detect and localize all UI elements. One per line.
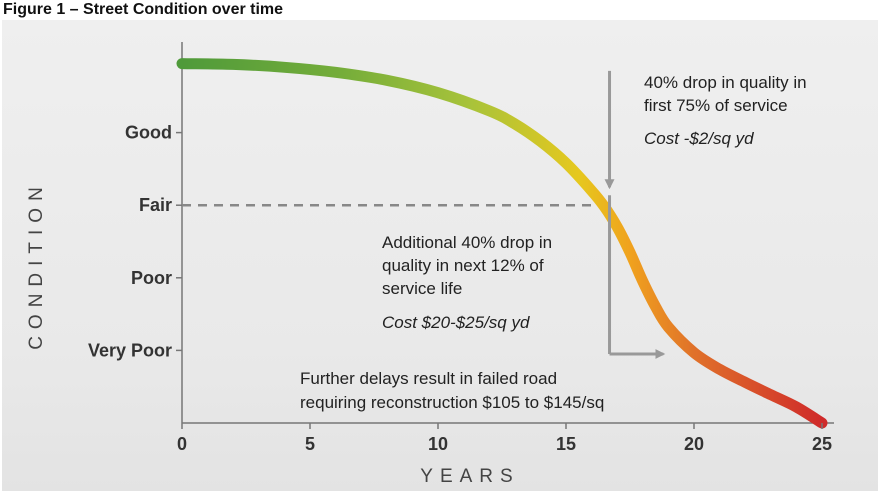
y-tick-label: Good (125, 123, 172, 143)
condition-chart: Very Poor Poor Fair Good 0 5 10 15 20 25 YEARS C… (26, 42, 834, 487)
x-tick-label: 0 (177, 434, 187, 454)
figure-title: Figure 1 – Street Condition over time (3, 1, 284, 18)
y-axis-title: CONDITION (26, 180, 47, 350)
axes (181, 42, 834, 424)
y-ticks: Very Poor Poor Fair Good (88, 123, 182, 360)
y-tick-label: Poor (131, 268, 172, 288)
annotation-additional-drop: Additional 40% drop in quality in next 1… (382, 233, 552, 332)
chart-panel: Very Poor Poor Fair Good 0 5 10 15 20 25 YEARS C… (2, 20, 878, 491)
x-tick-label: 5 (305, 434, 315, 454)
annotation-early-drop-line-2: first 75% of service (644, 96, 788, 115)
annotation-early-drop-cost: Cost -$2/sq yd (644, 129, 754, 148)
bracket-layer (604, 70, 666, 360)
x-ticks: 0 5 10 15 20 25 (177, 423, 832, 454)
curve-layer (176, 58, 828, 429)
x-tick-label: 10 (428, 434, 448, 454)
x-axis-title: YEARS (420, 466, 519, 487)
x-tick-label: 25 (812, 434, 832, 454)
annotation-additional-drop-line-1: Additional 40% drop in (382, 233, 552, 252)
condition-curve (176, 58, 828, 429)
annotation-additional-drop-cost: Cost $20-$25/sq yd (382, 313, 530, 332)
annotation-failed-road-line-2: requiring reconstruction $105 to $145/sq (300, 393, 604, 412)
annotation-additional-drop-line-3: service life (382, 279, 462, 298)
annotation-failed-road: Further delays result in failed road req… (300, 369, 604, 412)
annotation-additional-drop-line-2: quality in next 12% of (382, 256, 544, 275)
annotation-failed-road-line-1: Further delays result in failed road (300, 369, 557, 388)
x-tick-label: 15 (556, 434, 576, 454)
annotation-early-drop: 40% drop in quality in first 75% of serv… (644, 73, 807, 148)
y-tick-label: Very Poor (88, 340, 172, 360)
annotation-early-drop-line-1: 40% drop in quality in (644, 73, 807, 92)
y-tick-label: Fair (139, 195, 172, 215)
x-tick-label: 20 (684, 434, 704, 454)
